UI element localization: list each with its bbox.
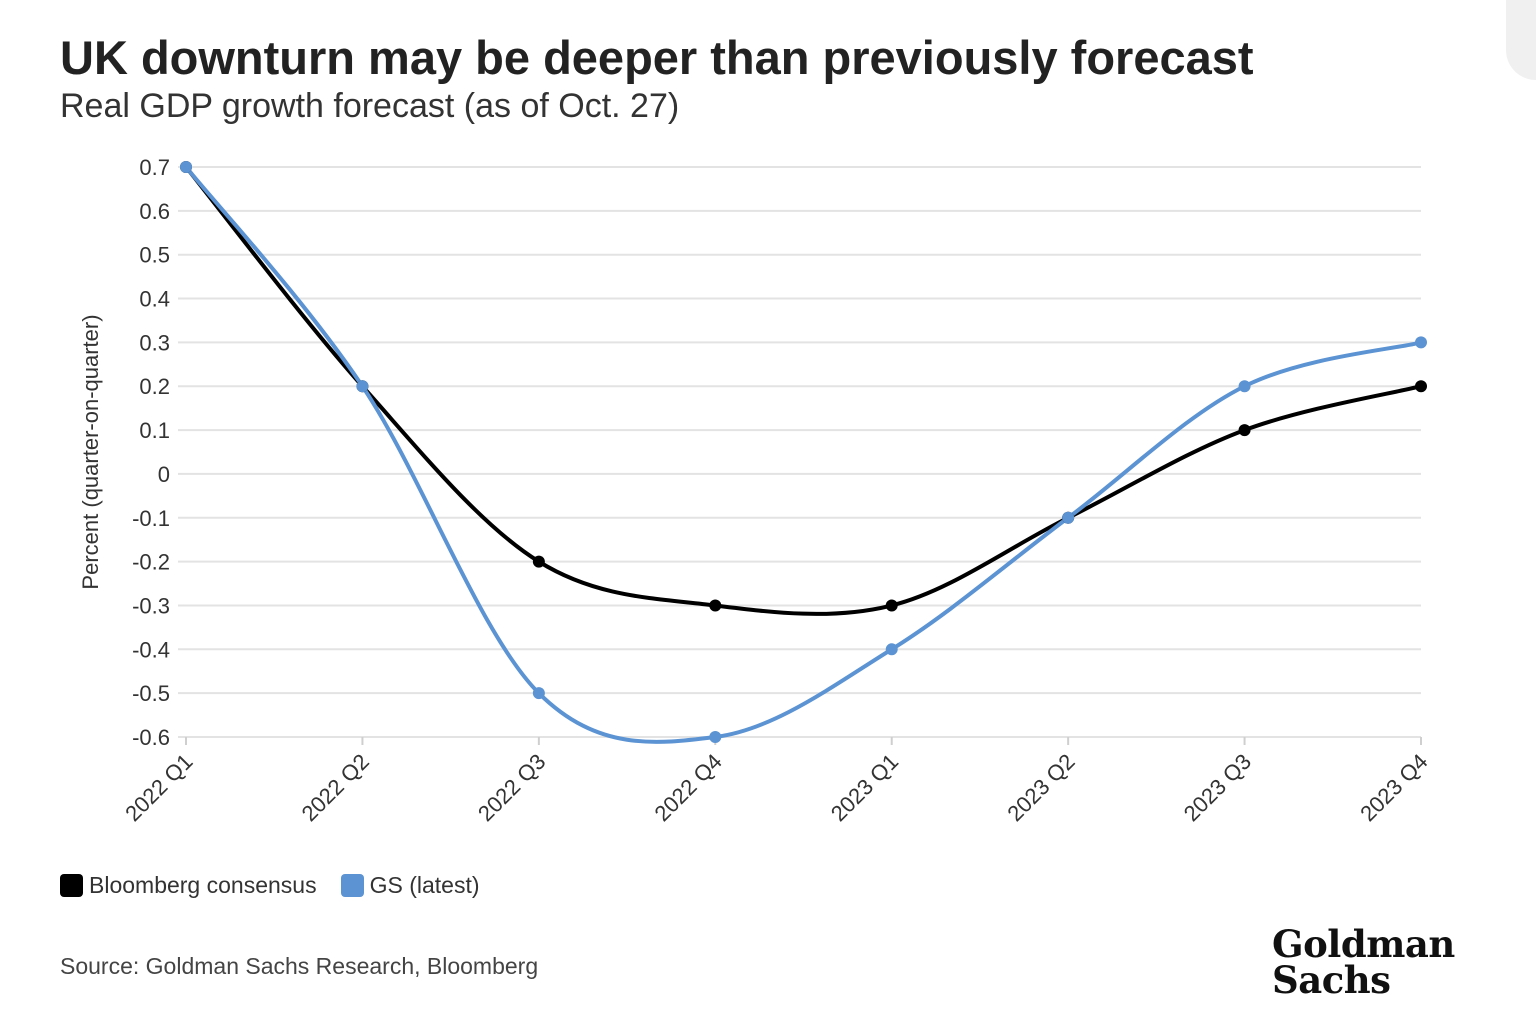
y-tick-label: 0.2: [139, 374, 170, 399]
goldman-sachs-logo: Goldman Sachs: [1272, 922, 1455, 1002]
data-point-series-1: [1062, 511, 1075, 524]
y-tick-label: -0.4: [132, 637, 170, 662]
data-point-series-1: [180, 161, 192, 173]
data-point-series-1: [532, 687, 545, 700]
data-point-series-1: [885, 643, 898, 656]
source-note: Source: Goldman Sachs Research, Bloomber…: [60, 953, 539, 979]
legend-label-gs: GS (latest): [369, 872, 480, 898]
data-point-series-0: [709, 599, 722, 612]
x-tick-label: 2022 Q2: [297, 749, 374, 826]
data-point-series-0: [1238, 424, 1251, 437]
x-axis-ticks: 2022 Q1 2022 Q2 2022 Q3 2022 Q4 2023 Q1 2023 …: [120, 737, 1433, 826]
chart-title: UK downturn may be deeper than previousl…: [60, 31, 1254, 84]
data-point-series-0: [885, 599, 898, 612]
x-tick-label: 2023 Q2: [1002, 749, 1079, 826]
legend-label-bloomberg: Bloomberg consensus: [89, 872, 317, 898]
x-tick-label: 2022 Q4: [649, 749, 726, 826]
series-points: [180, 161, 1427, 743]
legend: Bloomberg consensus GS (latest): [60, 872, 480, 899]
data-point-series-1: [709, 731, 722, 743]
y-tick-label: -0.2: [132, 550, 170, 575]
legend-item-gs: GS (latest): [340, 872, 480, 899]
y-tick-label: 0.3: [139, 330, 170, 355]
x-tick-label: 2023 Q3: [1179, 749, 1256, 826]
data-point-series-0: [1415, 380, 1427, 393]
data-point-series-0: [532, 555, 545, 568]
y-tick-label: -0.3: [132, 593, 170, 618]
data-point-series-1: [1238, 380, 1251, 393]
y-tick-label: -0.5: [132, 681, 170, 706]
data-point-series-1: [356, 380, 369, 393]
y-tick-label: 0.6: [139, 199, 170, 224]
y-axis-label: Percent (quarter-on-quarter): [78, 314, 103, 589]
chart-subtitle: Real GDP growth forecast (as of Oct. 27): [60, 87, 680, 125]
legend-swatch-gs: [340, 874, 364, 897]
y-tick-label: -0.1: [132, 506, 170, 531]
y-tick-label: 0: [158, 462, 170, 487]
series-line-1: [184, 165, 1423, 744]
gridlines: [178, 166, 1421, 738]
y-tick-label: 0.7: [139, 155, 170, 180]
y-axis-ticks: 0.7 0.6 0.5 0.4 0.3 0.2 0.1 0 -0.1 -0.2 -0.3 -0.4 -0…: [132, 155, 170, 750]
legend-item-bloomberg: Bloomberg consensus: [60, 872, 317, 899]
y-tick-label: 0.1: [139, 418, 170, 443]
x-tick-label: 2022 Q1: [120, 749, 197, 826]
y-tick-label: 0.4: [139, 287, 170, 312]
x-tick-label: 2023 Q4: [1355, 749, 1432, 826]
corner-decoration: [1506, 0, 1536, 80]
legend-swatch-bloomberg: [60, 874, 83, 897]
series-lines: [184, 165, 1423, 744]
y-tick-label: 0.5: [139, 243, 170, 268]
x-tick-label: 2023 Q1: [826, 749, 903, 826]
x-tick-label: 2022 Q3: [473, 749, 550, 826]
data-point-series-1: [1415, 336, 1427, 349]
y-tick-label: -0.6: [132, 725, 170, 750]
